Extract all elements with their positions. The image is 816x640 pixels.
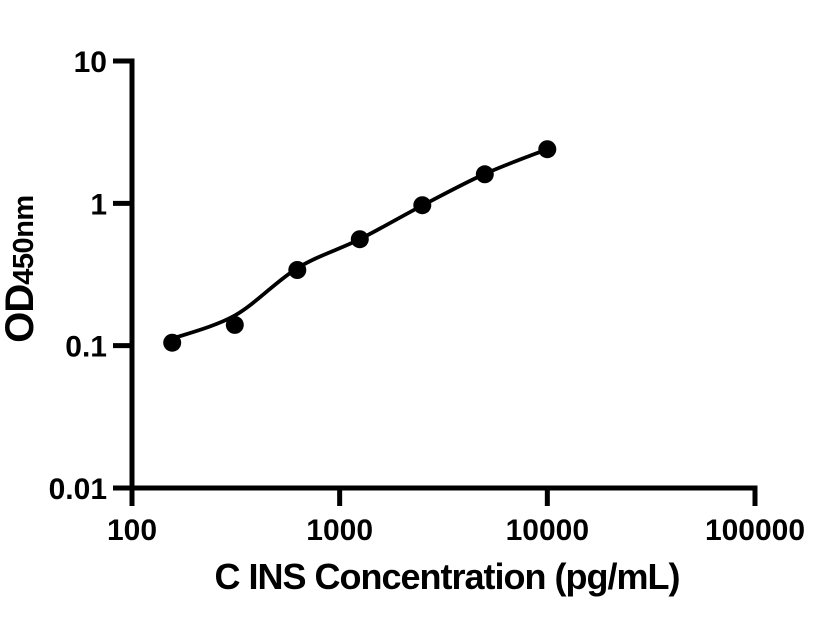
x-tick-label: 100 <box>107 514 157 547</box>
x-tick-label: 10000 <box>506 514 589 547</box>
y-tick-label: 10 <box>74 46 107 79</box>
y-axis-title: OD450nm <box>0 195 42 343</box>
y-axis-title-main: OD <box>0 284 42 343</box>
data-point <box>475 165 494 184</box>
y-tick-label: 1 <box>90 188 107 221</box>
data-point <box>413 196 432 215</box>
data-point <box>350 230 369 249</box>
data-point <box>163 333 182 352</box>
axis-spines <box>129 58 758 491</box>
x-tick-label: 100000 <box>705 514 805 547</box>
data-point <box>225 315 244 334</box>
y-tick-label: 0.01 <box>49 473 107 506</box>
data-point <box>288 261 307 279</box>
data-point <box>538 140 557 159</box>
x-tick-label: 1000 <box>306 514 373 547</box>
y-axis-title-sub: 450nm <box>8 195 40 285</box>
x-axis-title: C INS Concentration (pg/mL) <box>214 556 681 597</box>
y-tick-label: 0.1 <box>65 331 107 364</box>
